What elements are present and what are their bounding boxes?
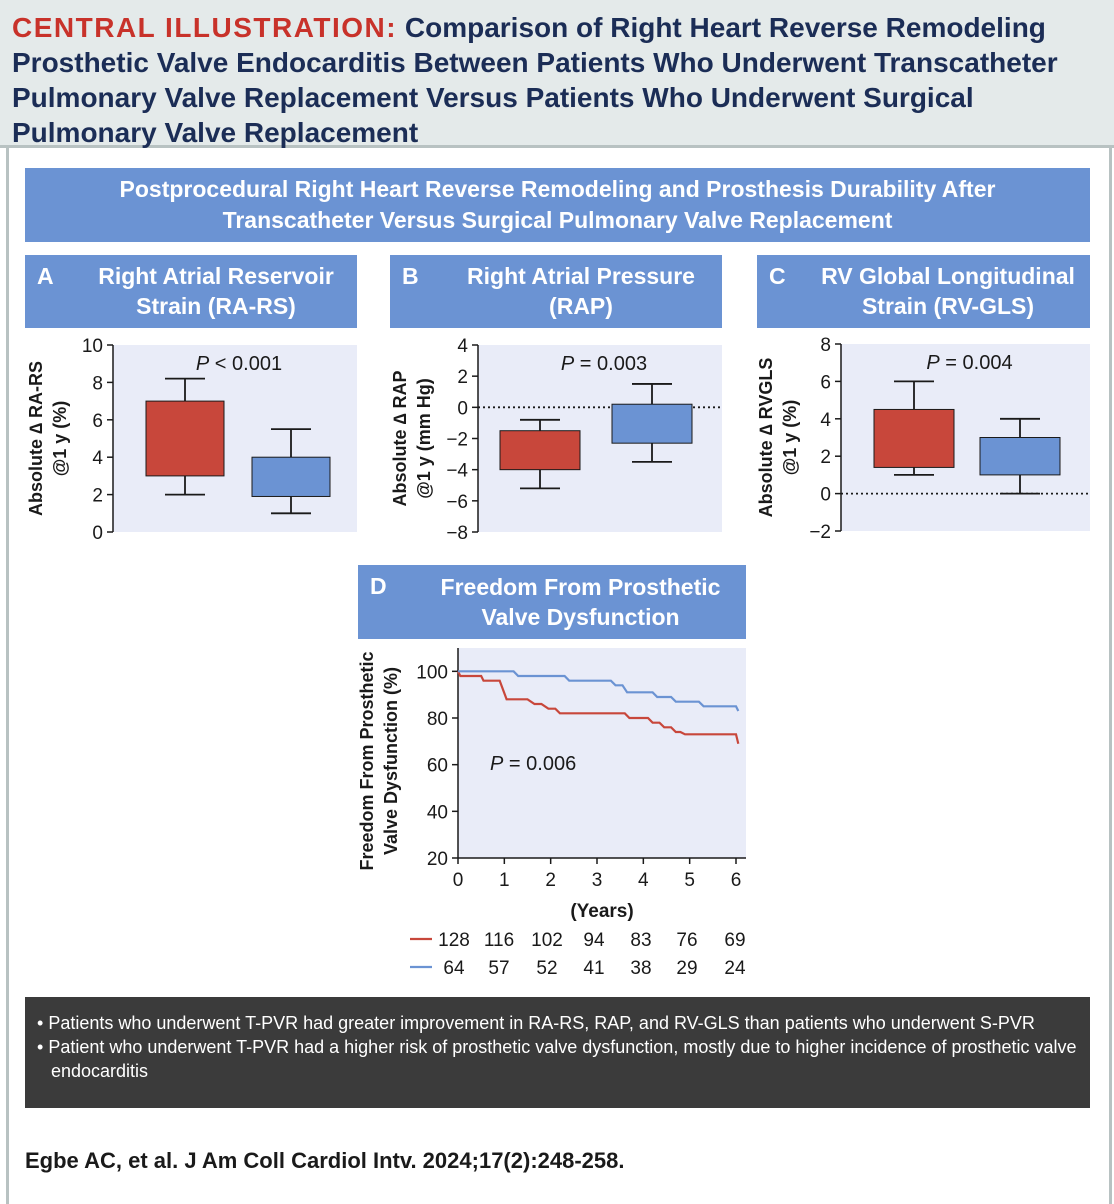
page-title: CENTRAL ILLUSTRATION: Comparison of Righ… — [12, 10, 1102, 150]
panel-c-tick-label: 6 — [820, 372, 831, 393]
panel-d-y-tick-label: 40 — [427, 802, 448, 823]
panel-d-x-tick-label: 4 — [638, 870, 649, 891]
at-risk-count-series-1: 69 — [724, 930, 745, 951]
panel-c-banner: C RV Global Longitudinal Strain (RV-GLS) — [757, 255, 1090, 328]
panel-b-ylabel-line1: Absolute ∆ RAP — [390, 370, 410, 506]
panel-a-tick-label: 8 — [92, 373, 103, 394]
at-risk-count-series-1: 83 — [630, 930, 651, 951]
panel-b-pvalue: P = 0.003 — [561, 353, 647, 375]
panel-b-letter: B — [402, 263, 419, 289]
panel-c-letter: C — [769, 263, 786, 289]
panel-b-tick-label: 2 — [457, 367, 468, 388]
at-risk-count-series-1: 94 — [583, 930, 605, 951]
panel-c-pvalue: P = 0.004 — [926, 352, 1012, 374]
panel-b-tick-label: −2 — [446, 430, 468, 451]
panel-b-tick-label: −8 — [446, 523, 468, 544]
panel-d-x-tick-label: 1 — [499, 870, 510, 891]
at-risk-count-series-2: 64 — [443, 958, 465, 979]
panel-d-x-tick-label: 3 — [592, 870, 603, 891]
panel-a-ylabel-line2: @1 y (%) — [50, 401, 70, 477]
main-banner: Postprocedural Right Heart Reverse Remod… — [25, 168, 1090, 242]
panel-b-tick-label: −6 — [446, 492, 468, 513]
panel-c-tick-label: 4 — [820, 410, 831, 431]
panel-b-banner: B Right Atrial Pressure (RAP) — [390, 255, 722, 328]
panel-d-plot-area — [458, 648, 746, 858]
panel-d-y-tick-label: 20 — [427, 849, 448, 870]
at-risk-count-series-2: 29 — [676, 958, 697, 979]
title-text: Comparison of Right Heart Reverse Remode… — [12, 12, 1058, 148]
key-point-1-text: Patients who underwent T-PVR had greater… — [48, 1013, 1035, 1033]
panel-d-letter: D — [370, 573, 387, 599]
panel-b-tick-label: −4 — [446, 461, 468, 482]
panel-c-tick-label: 2 — [820, 447, 831, 468]
panel-a-title: Right Atrial Reservoir Strain (RA-RS) — [98, 263, 334, 319]
panel-a-tick-label: 6 — [92, 411, 103, 432]
citation: Egbe AC, et al. J Am Coll Cardiol Intv. … — [25, 1148, 625, 1173]
panel-c-ylabel-line2: @1 y (%) — [780, 400, 800, 476]
key-point-2: • Patient who underwent T-PVR had a high… — [37, 1037, 1077, 1081]
key-points-box: • Patients who underwent T-PVR had great… — [25, 997, 1090, 1108]
panel-d-survival-curve-1 — [457, 670, 740, 744]
at-risk-count-series-2: 57 — [488, 958, 509, 979]
panel-a-tick-label: 4 — [92, 448, 103, 469]
main-banner-text: Postprocedural Right Heart Reverse Remod… — [119, 176, 996, 233]
panel-a-box-1 — [145, 400, 225, 477]
panel-d-pvalue: P = 0.006 — [490, 753, 576, 775]
panel-d-x-tick-label: 6 — [731, 870, 742, 891]
at-risk-count-series-2: 24 — [724, 958, 746, 979]
panel-d-xlabel: (Years) — [570, 901, 633, 922]
panel-d-x-tick-label: 0 — [453, 870, 464, 891]
panel-c-title: RV Global Longitudinal Strain (RV-GLS) — [821, 263, 1075, 319]
panel-d-y-tick-label: 80 — [427, 709, 448, 730]
panel-b-tick-label: 4 — [457, 336, 468, 357]
panel-d-title: Freedom From Prosthetic Valve Dysfunctio… — [440, 574, 721, 630]
panel-d-banner: D Freedom From Prosthetic Valve Dysfunct… — [358, 565, 746, 639]
panel-d-y-tick-label: 60 — [427, 756, 448, 777]
panel-b-box-1 — [499, 430, 581, 471]
at-risk-count-series-2: 41 — [583, 958, 604, 979]
panel-a-tick-label: 10 — [82, 336, 103, 357]
panel-d-survival-curve-2 — [458, 670, 740, 712]
central-illustration-label: CENTRAL ILLUSTRATION: — [12, 12, 398, 43]
panel-d-ylabel-line2: Valve Dysfunction (%) — [381, 667, 401, 855]
panel-c-box-1 — [873, 408, 955, 468]
at-risk-count-series-2: 38 — [630, 958, 651, 979]
panel-b-tick-label: 0 — [457, 398, 468, 419]
panel-b-box-2 — [611, 403, 693, 444]
panel-a-tick-label: 0 — [92, 523, 103, 544]
panel-d-y-tick-label: 100 — [416, 662, 448, 683]
at-risk-count-series-1: 116 — [484, 930, 514, 951]
panel-c-box-2 — [979, 437, 1061, 476]
at-risk-count-series-1: 76 — [676, 930, 697, 951]
panel-c-ylabel-line1: Absolute ∆ RVGLS — [756, 358, 776, 518]
panel-c-tick-label: −2 — [809, 522, 831, 543]
panel-a-banner: A Right Atrial Reservoir Strain (RA-RS) — [25, 255, 357, 328]
panel-b-ylabel-line2: @1 y (mm Hg) — [414, 378, 434, 499]
panel-d-x-tick-label: 2 — [545, 870, 556, 891]
at-risk-count-series-1: 102 — [531, 930, 563, 951]
panel-a-letter: A — [37, 263, 54, 289]
panel-a-pvalue: P < 0.001 — [196, 353, 282, 375]
key-point-2-text: Patient who underwent T-PVR had a higher… — [48, 1037, 1077, 1081]
at-risk-count-series-2: 52 — [536, 958, 557, 979]
panel-a-tick-label: 2 — [92, 486, 103, 507]
panel-c-tick-label: 8 — [820, 335, 831, 356]
header: CENTRAL ILLUSTRATION: Comparison of Righ… — [0, 0, 1114, 148]
content-frame — [6, 148, 1112, 1204]
key-point-1: • Patients who underwent T-PVR had great… — [37, 1013, 1035, 1033]
panel-d-ylabel-line1: Freedom From Prosthetic — [357, 651, 377, 870]
panel-a-box-2 — [251, 456, 331, 497]
panel-b-title: Right Atrial Pressure (RAP) — [467, 263, 695, 319]
panel-a-ylabel-line1: Absolute ∆ RA-RS — [26, 361, 46, 516]
at-risk-count-series-1: 128 — [438, 930, 470, 951]
panel-d-x-tick-label: 5 — [684, 870, 695, 891]
panel-c-tick-label: 0 — [820, 485, 831, 506]
